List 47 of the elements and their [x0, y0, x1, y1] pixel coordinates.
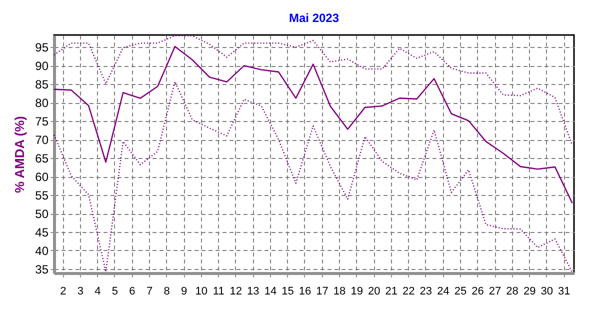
y-axis-title: % AMDA (%): [12, 116, 28, 194]
x-tick-label: 5: [112, 286, 118, 298]
x-tick-label: 25: [454, 286, 467, 298]
x-tick-label: 13: [247, 286, 260, 298]
x-tick-label: 22: [402, 286, 415, 298]
x-tick-label: 15: [282, 286, 294, 298]
line-series: [53, 35, 573, 146]
y-tick-label: 60: [35, 170, 49, 184]
y-tick-label: 45: [35, 225, 49, 240]
x-tick-label: 27: [488, 286, 502, 298]
x-tick-label: 26: [472, 286, 484, 298]
y-tick-label: 55: [35, 188, 49, 203]
x-tick-label: 7: [146, 286, 153, 298]
y-tick-label: 75: [35, 114, 49, 129]
x-tick-label: 10: [195, 286, 208, 298]
x-tick-label: 14: [264, 286, 277, 298]
x-tick-label: 2: [60, 286, 66, 298]
x-tick-label: 30: [540, 286, 553, 298]
y-tick-label: 35: [35, 262, 49, 276]
x-tick-label: 12: [230, 286, 242, 298]
x-tick-label: 29: [523, 286, 536, 298]
x-tick-label: 9: [181, 286, 188, 298]
x-tick-label: 3: [77, 286, 84, 298]
x-tick-label: 18: [333, 286, 346, 298]
y-tick-label: 50: [35, 207, 49, 221]
x-tick-label: 16: [298, 286, 312, 298]
x-tick-label: 31: [558, 286, 570, 298]
y-tick-label: 65: [35, 152, 49, 166]
x-tick-label: 20: [368, 286, 380, 298]
x-tick-label: 28: [506, 286, 518, 298]
chart-title: Mai 2023: [288, 11, 340, 25]
y-tick-label: 85: [35, 78, 49, 92]
y-tick-label: 80: [35, 96, 49, 110]
x-tick-label: 19: [350, 286, 363, 298]
x-tick-label: 17: [316, 286, 328, 298]
x-tick-label: 11: [212, 286, 224, 298]
x-tick-label: 24: [437, 286, 450, 298]
y-tick-label: 70: [35, 133, 49, 148]
line-series: [53, 46, 573, 204]
x-tick-label: 8: [164, 286, 170, 298]
x-tick-label: 21: [385, 286, 398, 298]
x-tick-label: 6: [129, 286, 136, 298]
y-tick-label: 40: [35, 244, 49, 258]
x-tick-label: 23: [420, 286, 432, 298]
y-tick-label: 90: [35, 59, 49, 74]
y-tick-label: 95: [35, 40, 49, 55]
x-tick-label: 4: [94, 286, 101, 298]
